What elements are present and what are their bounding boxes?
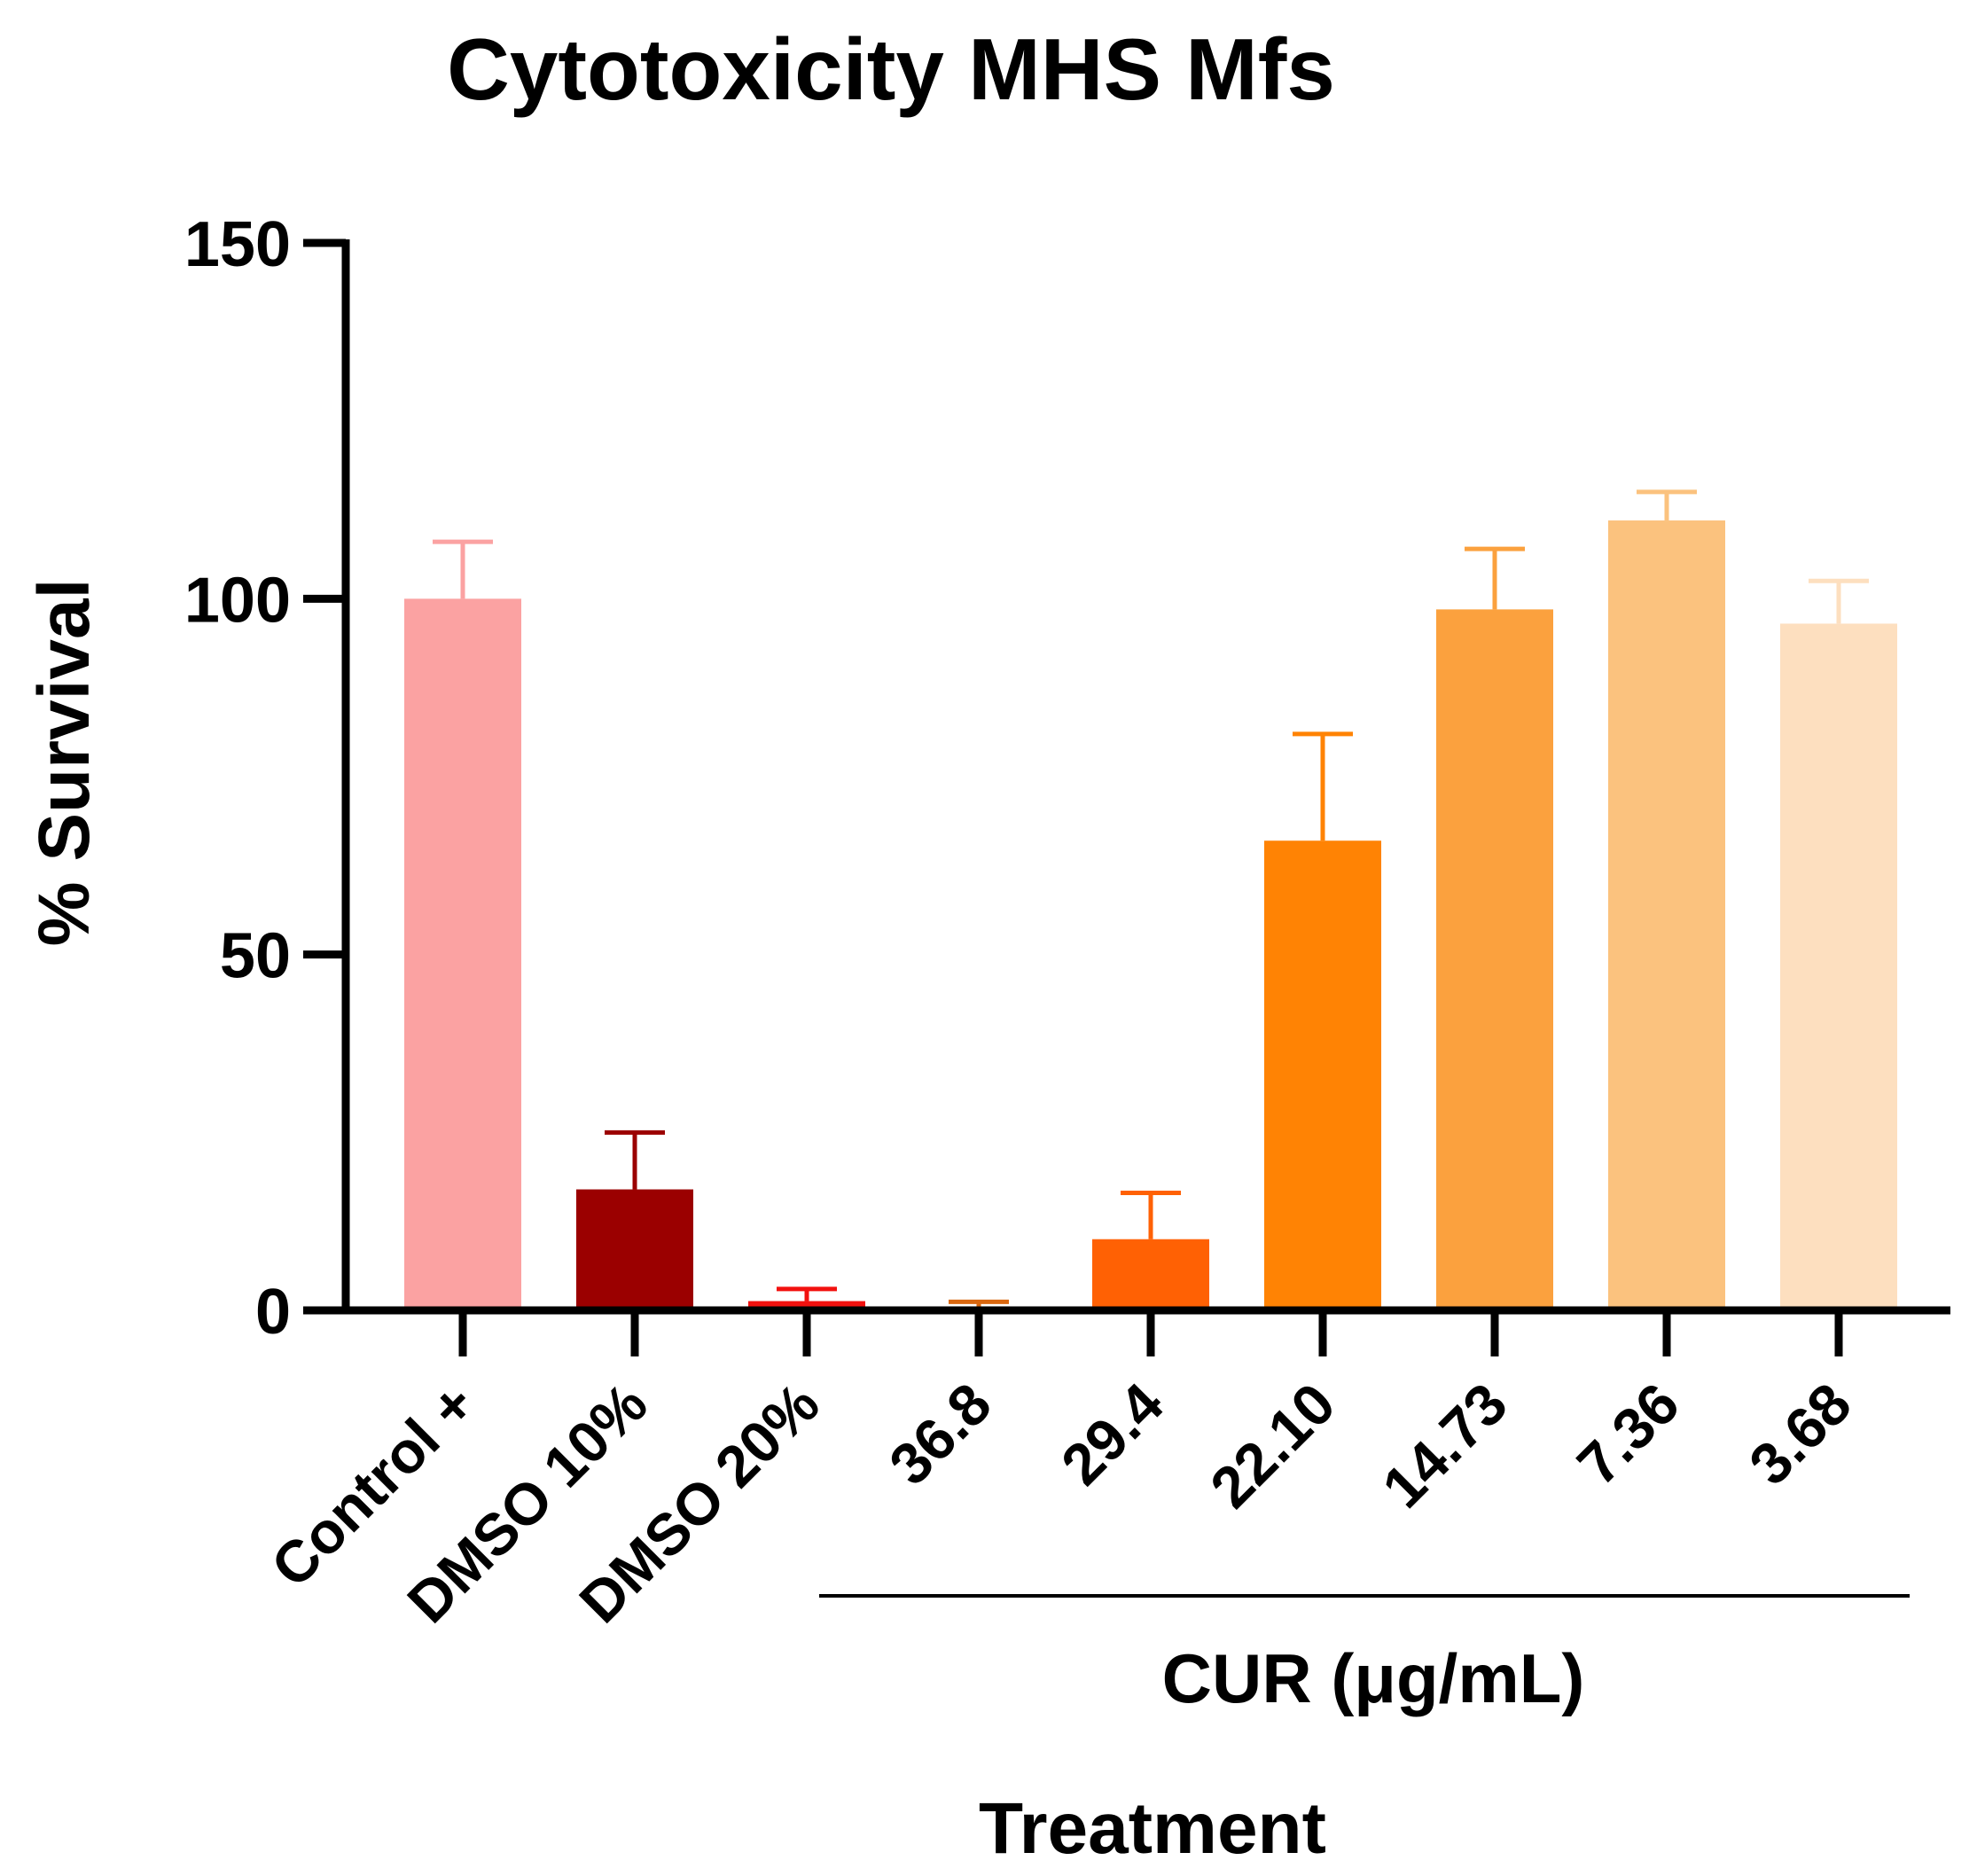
y-tick-label-100: 100 <box>184 565 291 636</box>
y-tick-label-150: 150 <box>184 209 291 280</box>
bars-layer <box>404 520 1897 1310</box>
y-tick-label-0: 0 <box>255 1277 291 1348</box>
bar-2 <box>576 1189 693 1310</box>
y-tick-label-50: 50 <box>220 921 291 992</box>
x-axis-title: Treatment <box>979 1788 1326 1869</box>
y-axis-title: % Survival <box>24 579 105 947</box>
bar-7 <box>1436 609 1553 1310</box>
bar-6 <box>1264 840 1381 1310</box>
axes-layer <box>303 238 1950 1598</box>
error-bars-layer <box>433 489 1869 1308</box>
x-tick-label-9: 3.68 <box>1737 1371 1864 1497</box>
chart-title: Cytotoxicity MHS Mfs <box>447 20 1335 118</box>
bar-1 <box>404 598 521 1310</box>
bar-9 <box>1780 623 1897 1310</box>
x-tick-label-6: 22.10 <box>1198 1371 1348 1520</box>
bar-5 <box>1092 1239 1209 1310</box>
x-tick-label-4: 36.8 <box>877 1371 1004 1497</box>
x-tick-label-8: 7.36 <box>1565 1371 1692 1497</box>
group-label: CUR (μg/mL) <box>1162 1639 1585 1717</box>
x-tick-label-5: 29.4 <box>1049 1370 1176 1497</box>
bar-8 <box>1608 520 1725 1310</box>
x-tick-label-7: 14.73 <box>1370 1371 1520 1520</box>
bar-3 <box>748 1301 865 1310</box>
